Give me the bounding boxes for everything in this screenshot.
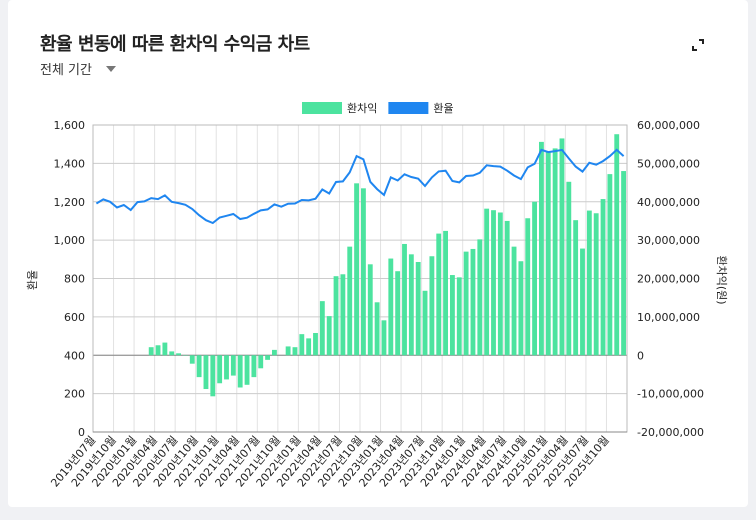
- y-left-tick-label: 800: [64, 273, 85, 286]
- bar-fx-gain: [436, 233, 442, 356]
- bar-fx-gain: [374, 302, 380, 356]
- bar-fx-gain: [593, 213, 599, 356]
- legend-swatch: [388, 102, 429, 114]
- bar-fx-gain: [326, 316, 332, 356]
- bar-fx-gain: [203, 355, 209, 390]
- bar-fx-gain: [169, 351, 175, 356]
- bar-fx-gain: [573, 220, 579, 356]
- y-left-tick-label: 1,200: [54, 196, 86, 209]
- bar-fx-gain: [196, 355, 202, 378]
- bar-fx-gain: [210, 355, 216, 397]
- bar-fx-gain: [388, 258, 394, 356]
- bar-fx-gain: [155, 345, 161, 356]
- bar-fx-gain: [566, 181, 572, 356]
- bar-fx-gain: [189, 355, 195, 364]
- bar-fx-gain: [607, 174, 613, 356]
- bar-fx-gain: [484, 208, 490, 356]
- y-right-tick-label: -20,000,000: [637, 426, 704, 439]
- fullscreen-expand-icon[interactable]: [691, 38, 705, 52]
- bar-fx-gain: [244, 355, 250, 385]
- bar-fx-gain: [272, 349, 277, 356]
- bar-fx-gain: [450, 275, 455, 356]
- y-right-tick-label: 20,000,000: [637, 273, 700, 286]
- bar-fx-gain: [559, 138, 565, 356]
- bar-fx-gain: [347, 246, 353, 356]
- y-right-tick-label: 50,000,000: [637, 157, 700, 170]
- bar-fx-gain: [306, 338, 312, 356]
- bar-fx-gain: [258, 355, 264, 369]
- bar-fx-gain: [292, 347, 298, 356]
- legend-label: 환차익: [347, 102, 377, 115]
- bar-fx-gain: [217, 355, 223, 384]
- bar-fx-gain: [504, 220, 510, 356]
- y-left-tick-label: 200: [64, 388, 85, 401]
- bar-fx-gain: [532, 201, 537, 356]
- bar-fx-gain: [299, 334, 305, 356]
- bar-fx-gain: [265, 355, 270, 360]
- bar-fx-gain: [470, 248, 476, 356]
- bar-fx-gain: [237, 355, 243, 388]
- bar-fx-gain: [545, 152, 551, 356]
- chart-title: 환율 변동에 따른 환차익 수익금 차트: [40, 34, 310, 55]
- bar-fx-gain: [230, 355, 236, 376]
- bar-fx-gain: [497, 212, 503, 356]
- y-left-tick-label: 600: [64, 311, 85, 324]
- bar-fx-gain: [313, 332, 318, 356]
- y-left-tick-label: 1,000: [54, 234, 86, 247]
- bar-fx-gain: [539, 141, 544, 356]
- bar-fx-gain: [443, 230, 448, 356]
- bar-fx-gain: [148, 347, 154, 356]
- y-left-axis-title: 환율: [26, 270, 39, 290]
- bar-fx-gain: [552, 148, 558, 356]
- bar-fx-gain: [319, 301, 325, 356]
- bar-fx-gain: [402, 243, 407, 356]
- bar-fx-gain: [162, 342, 168, 356]
- y-left-tick-label: 0: [78, 426, 85, 439]
- y-right-tick-label: 60,000,000: [637, 119, 700, 132]
- bar-fx-gain: [251, 355, 257, 378]
- bar-fx-gain: [621, 171, 626, 356]
- y-right-tick-label: 40,000,000: [637, 196, 700, 209]
- bar-fx-gain: [511, 246, 517, 356]
- bar-fx-gain: [367, 264, 373, 356]
- bar-fx-gain: [422, 290, 428, 356]
- y-right-tick-label: -10,000,000: [637, 388, 704, 401]
- bar-fx-gain: [429, 256, 435, 356]
- y-right-tick-label: 10,000,000: [637, 311, 700, 324]
- bar-fx-gain: [580, 248, 585, 356]
- bar-fx-gain: [614, 134, 620, 356]
- bar-fx-gain: [285, 346, 291, 356]
- bar-fx-gain: [408, 254, 414, 356]
- y-right-tick-label: 30,000,000: [637, 234, 700, 247]
- bar-fx-gain: [381, 320, 387, 356]
- bar-fx-gain: [477, 239, 483, 356]
- bar-fx-gain: [395, 271, 401, 356]
- period-dropdown[interactable]: 전체 기간: [40, 59, 116, 78]
- y-left-tick-label: 1,400: [54, 157, 86, 170]
- bar-fx-gain: [361, 188, 366, 356]
- legend-label: 환율: [433, 102, 453, 115]
- bar-fx-gain: [354, 183, 359, 356]
- bar-fx-gain: [525, 218, 531, 356]
- legend-swatch: [302, 102, 342, 114]
- period-dropdown-value: 전체 기간: [40, 63, 92, 78]
- bar-fx-gain: [586, 210, 592, 356]
- bar-fx-gain: [463, 251, 469, 356]
- bar-fx-gain: [456, 277, 462, 356]
- bar-fx-gain: [176, 353, 181, 356]
- bar-fx-gain: [224, 355, 229, 380]
- bar-fx-gain: [491, 210, 496, 356]
- bar-fx-gain: [333, 276, 339, 356]
- bar-fx-gain: [600, 199, 606, 356]
- y-right-axis-title: 환차익(원): [715, 255, 728, 304]
- bar-fx-gain: [518, 261, 524, 356]
- line-exchange-rate: [95, 148, 625, 225]
- y-left-tick-label: 1,600: [54, 119, 86, 132]
- y-right-tick-label: 0: [637, 349, 644, 362]
- bar-fx-gain: [340, 274, 346, 356]
- caret-down-icon: [105, 65, 116, 72]
- y-left-tick-label: 400: [64, 349, 85, 362]
- bar-fx-gain: [415, 261, 421, 356]
